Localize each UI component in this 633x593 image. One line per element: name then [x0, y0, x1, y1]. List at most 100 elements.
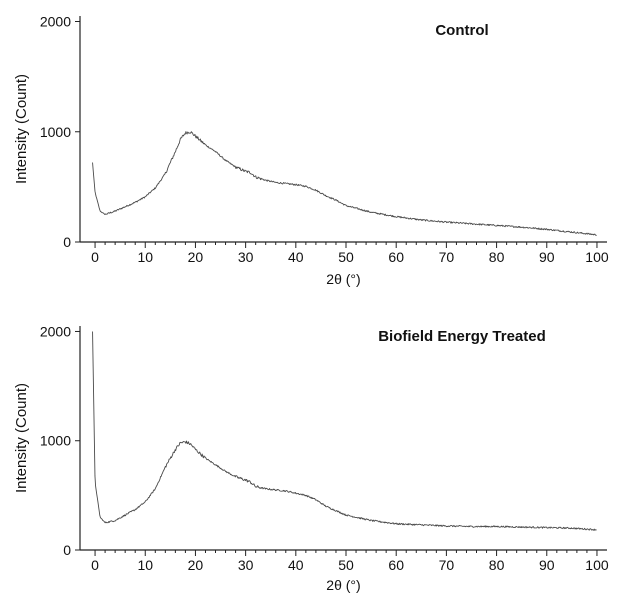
y-tick-label: 2000 — [40, 323, 71, 339]
data-point — [125, 206, 126, 207]
data-point — [295, 493, 296, 494]
data-point — [185, 132, 186, 133]
data-point — [235, 476, 236, 477]
data-point — [250, 172, 251, 173]
x-tick-label: 70 — [439, 557, 455, 573]
data-point — [446, 222, 447, 223]
series-line — [92, 331, 597, 531]
y-tick-label: 0 — [63, 542, 71, 558]
data-point — [371, 520, 372, 521]
data-point — [371, 212, 372, 213]
data-point — [421, 524, 422, 525]
data-point — [521, 526, 522, 527]
data-point — [325, 195, 326, 196]
x-tick-label: 10 — [137, 557, 153, 573]
x-tick-label: 40 — [288, 249, 304, 265]
data-point — [92, 162, 93, 163]
panel-title: Biofield Energy Treated — [378, 328, 546, 345]
data-point — [596, 234, 597, 235]
data-point — [255, 176, 256, 177]
data-point — [135, 509, 136, 510]
data-point — [471, 223, 472, 224]
x-tick-label: 10 — [137, 249, 153, 265]
data-point — [225, 471, 226, 472]
x-tick-label: 100 — [585, 249, 609, 265]
data-point — [250, 482, 251, 483]
data-point — [92, 331, 93, 332]
data-point — [215, 464, 216, 465]
data-point — [285, 490, 286, 491]
data-point — [195, 449, 196, 450]
data-point — [190, 131, 191, 132]
panel-title: Control — [435, 22, 488, 39]
data-point — [165, 173, 166, 174]
data-point — [135, 202, 136, 203]
x-tick-label: 70 — [439, 249, 455, 265]
data-point — [421, 219, 422, 220]
data-point — [115, 520, 116, 521]
data-point — [325, 506, 326, 507]
data-point — [396, 216, 397, 217]
y-tick-label: 1000 — [40, 124, 71, 140]
data-point — [265, 180, 266, 181]
data-point — [155, 187, 156, 188]
x-tick-label: 30 — [238, 557, 254, 573]
data-point — [94, 192, 95, 193]
data-point — [175, 449, 176, 450]
data-point — [496, 526, 497, 527]
data-point — [345, 514, 346, 515]
panel-biofield-energy-treated: 0 1000 2000 0 10 20 30 40 50 60 70 80 90 100 2θ (°) Int… — [13, 323, 609, 593]
data-point — [546, 527, 547, 528]
data-point — [496, 225, 497, 226]
data-point — [305, 186, 306, 187]
y-tick-label: 1000 — [40, 433, 71, 449]
data-point — [180, 442, 181, 443]
x-tick-label: 40 — [288, 557, 304, 573]
x-tick-label: 50 — [338, 557, 354, 573]
x-tick-label: 90 — [539, 557, 555, 573]
data-point — [255, 486, 256, 487]
y-tick-label: 2000 — [40, 14, 71, 30]
data-point — [190, 443, 191, 444]
panel-control: 0 1000 2000 0 10 20 30 40 50 60 70 80 90 100 2θ (°) Int… — [13, 14, 609, 287]
x-tick-label: 20 — [188, 557, 204, 573]
data-point — [235, 166, 236, 167]
data-point — [180, 139, 181, 140]
data-point — [195, 136, 196, 137]
data-point — [521, 227, 522, 228]
x-tick-label: 0 — [91, 249, 99, 265]
data-point — [295, 184, 296, 185]
x-tick-label: 60 — [388, 249, 404, 265]
x-tick-label: 80 — [489, 557, 505, 573]
data-point — [205, 458, 206, 459]
data-point — [245, 171, 246, 172]
series-line — [92, 131, 597, 236]
data-point — [104, 522, 105, 523]
x-tick-label: 90 — [539, 249, 555, 265]
data-point — [305, 495, 306, 496]
data-point — [471, 526, 472, 527]
y-axis-label: Intensity (Count) — [13, 74, 30, 184]
x-tick-label: 60 — [388, 557, 404, 573]
data-point — [446, 525, 447, 526]
data-point — [546, 229, 547, 230]
data-point — [215, 151, 216, 152]
data-point — [115, 211, 116, 212]
x-tick-label: 100 — [585, 557, 609, 573]
data-point — [99, 517, 100, 518]
data-point — [145, 501, 146, 502]
x-tick-label: 0 — [91, 557, 99, 573]
data-point — [175, 151, 176, 152]
data-point — [315, 190, 316, 191]
data-point — [335, 510, 336, 511]
y-axis-label: Intensity (Count) — [13, 383, 30, 493]
data-point — [205, 144, 206, 145]
data-point — [275, 489, 276, 490]
x-tick-label: 50 — [338, 249, 354, 265]
x-tick-label: 30 — [238, 249, 254, 265]
x-axis-label: 2θ (°) — [326, 271, 360, 287]
data-point — [571, 528, 572, 529]
data-point — [571, 231, 572, 232]
data-point — [125, 514, 126, 515]
data-point — [335, 200, 336, 201]
